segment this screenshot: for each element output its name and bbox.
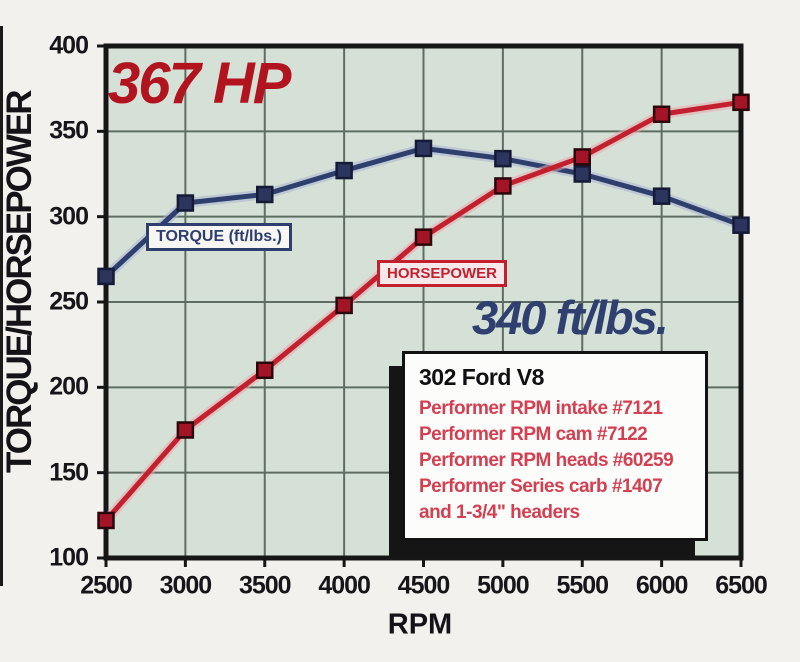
- horsepower-data-point: [414, 228, 433, 246]
- x-tick-label: 5500: [556, 571, 609, 600]
- peak-horsepower-annotation: 367 HP: [108, 51, 291, 116]
- scan-edge-artifact: [0, 26, 3, 586]
- torque-data-point: [573, 165, 591, 183]
- y-tick-label: 300: [49, 202, 89, 231]
- engine-info-line: Performer Series carb #1407: [419, 476, 663, 497]
- x-tick-label: 5000: [477, 571, 530, 600]
- x-tick-label: 4000: [318, 571, 371, 600]
- x-tick-label: 6000: [635, 571, 689, 600]
- y-tick-label: 400: [49, 31, 89, 60]
- torque-data-point: [97, 267, 115, 286]
- x-axis-title: RPM: [387, 608, 453, 641]
- plot-border: [103, 43, 744, 561]
- torque-data-point: [176, 194, 195, 212]
- torque-data-point: [494, 149, 512, 168]
- y-tick-label: 100: [49, 543, 89, 572]
- engine-info-line: Performer RPM cam #7122: [419, 424, 648, 445]
- engine-info-box: 302 Ford V8 Performer RPM intake #7121 Pe…: [402, 351, 708, 541]
- horsepower-data-point: [256, 361, 274, 380]
- torque-series-legend: TORQUE (ft/lbs.): [146, 223, 292, 251]
- peak-torque-annotation: 340 ft/lbs.: [472, 291, 669, 344]
- engine-info-title: 302 Ford V8: [419, 364, 544, 390]
- torque-data-point: [256, 185, 274, 204]
- x-tick-label: 4500: [397, 571, 451, 600]
- horsepower-data-point: [732, 93, 750, 112]
- horsepower-data-point: [494, 177, 512, 195]
- y-tick-label: 150: [49, 458, 89, 487]
- engine-info-line: Performer RPM intake #7121: [419, 398, 663, 419]
- engine-info-line: and 1-3/4" headers: [419, 502, 580, 523]
- torque-data-point: [414, 139, 433, 158]
- horsepower-data-point: [176, 421, 195, 439]
- y-tick-label: 200: [49, 372, 89, 401]
- torque-data-point: [335, 161, 353, 180]
- horsepower-data-point: [573, 148, 591, 166]
- x-tick-label: 2500: [80, 571, 133, 600]
- torque-data-point: [732, 216, 750, 234]
- horsepower-series-legend: HORSEPOWER: [377, 260, 508, 287]
- x-tick-label: 6500: [715, 571, 768, 600]
- engine-info-line: Performer RPM heads #60259: [419, 450, 674, 471]
- horsepower-data-point: [652, 105, 671, 124]
- y-axis-title: TORQUE/HORSEPOWER: [0, 91, 39, 473]
- engine-info-lines: Performer RPM intake #7121 Performer RPM …: [419, 396, 693, 526]
- horsepower-data-point: [97, 511, 115, 530]
- x-tick-label: 3000: [159, 571, 213, 600]
- y-tick-label: 250: [49, 287, 89, 316]
- torque-data-point: [652, 187, 671, 205]
- x-tick-label: 3500: [238, 571, 292, 600]
- y-tick-label: 350: [49, 116, 89, 145]
- horsepower-data-point: [335, 296, 353, 315]
